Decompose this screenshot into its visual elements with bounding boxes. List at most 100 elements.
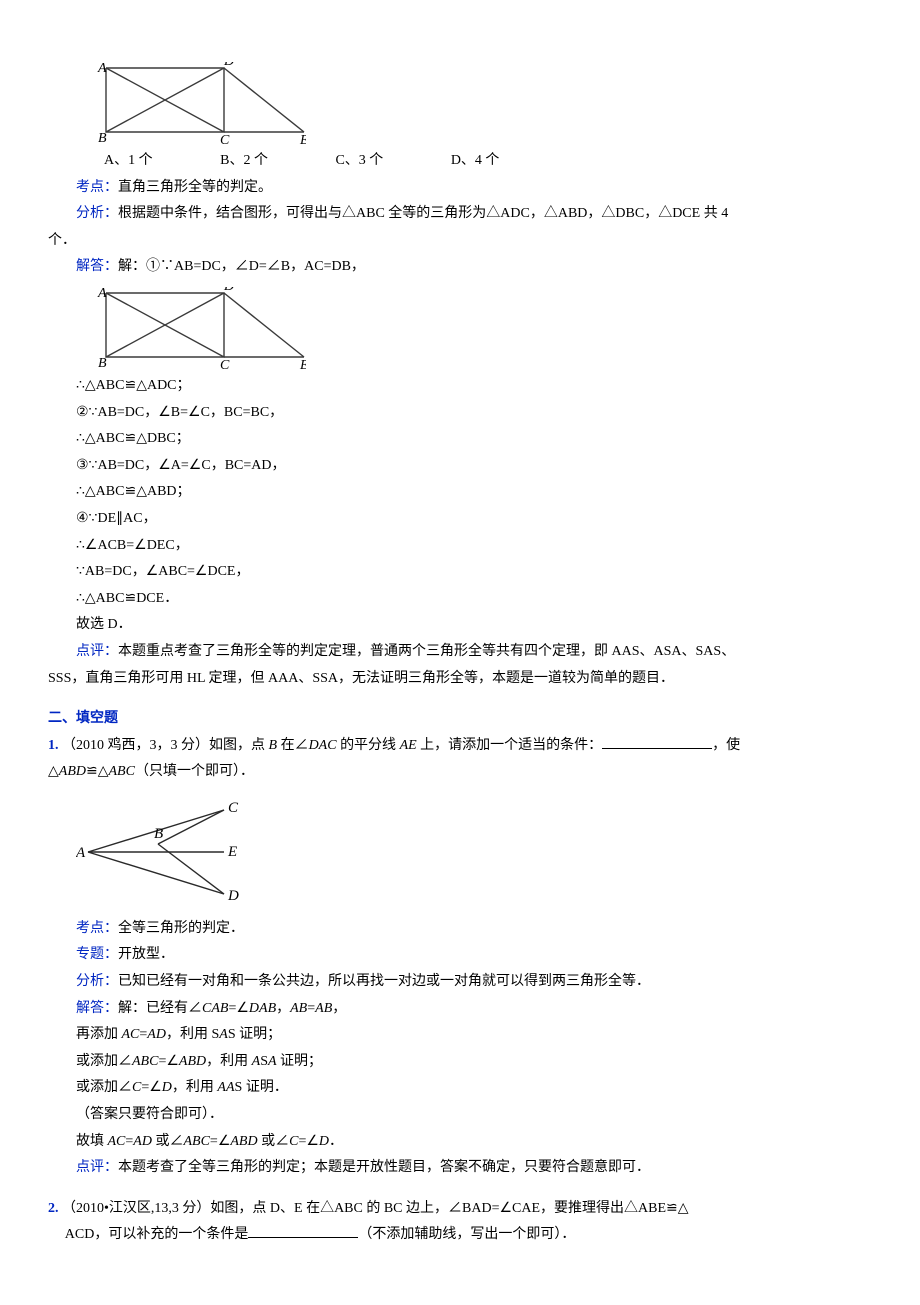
q1-eq1: =∠ [228, 1001, 248, 1016]
q1-l4: （答案只要符合即可）． [48, 1102, 872, 1129]
q2-l2a: ACD，可以补充的一个条件是 [65, 1227, 249, 1242]
q1-ABD2: ABD [179, 1054, 206, 1069]
q1-DAC: DAC [309, 738, 337, 753]
q1-D2: D [319, 1134, 329, 1149]
figure1b-label-C: C [220, 358, 230, 369]
mc-options: A、1 个 B、2 个 C、3 个 D、4 个 [48, 148, 872, 175]
q1-l1c: 的平分线 [337, 738, 400, 753]
q1-l2d: 证明； [277, 1054, 323, 1069]
q1-l2eq: =∠ [158, 1054, 178, 1069]
q1-ABC2: ABC [132, 1054, 158, 1069]
q1-AC: AC [122, 1027, 140, 1042]
figure2-label-B: B [154, 826, 163, 842]
q1-DAB: DAB [249, 1001, 276, 1016]
q1-C: C [132, 1080, 141, 1095]
kaodian-1: 考点：直角三角形全等的判定。 [48, 175, 872, 202]
q1-l1b: ，利用 S [166, 1027, 219, 1042]
q1-l1a: 再添加 [76, 1027, 122, 1042]
q1-CAB: CAB [202, 1001, 228, 1016]
proof-l10: 故选 D． [48, 612, 872, 639]
q1-l3a: 或添加∠ [76, 1080, 132, 1095]
q1-AD2: AD [133, 1134, 152, 1149]
fenxi-1-tail: 个． [48, 228, 872, 255]
q1-A1: A [219, 1027, 228, 1042]
option-a: A、1 个 [76, 148, 153, 175]
q1-AD: AD [147, 1027, 166, 1042]
q1-l3b: ，利用 [172, 1080, 218, 1095]
q1-AB1: AB [290, 1001, 307, 1016]
figure2-label-E: E [227, 844, 237, 860]
q1-dianping: 点评：本题考查了全等三角形的判定；本题是开放性题目，答案不确定，只要符合题意即可… [48, 1155, 872, 1182]
option-b: B、2 个 [192, 148, 268, 175]
q1-l5: 故填 AC=AD 或∠ABC=∠ABD 或∠C=∠D． [48, 1129, 872, 1156]
q1-l1d: 上，请添加一个适当的条件： [417, 738, 603, 753]
q1-eqab: = [307, 1001, 315, 1016]
q1-blank[interactable] [602, 734, 712, 749]
proof-l9: ∴△ABC≌DCE． [48, 586, 872, 613]
q1-l2c: S [260, 1054, 268, 1069]
proof-l7: ∴∠ACB=∠DEC， [48, 533, 872, 560]
q1-AE: AE [400, 738, 417, 753]
q1-kaodian-label: 考点： [76, 921, 118, 936]
q1-l2a: △ [48, 764, 59, 779]
figure1-label-D: D [223, 62, 234, 69]
q1-kaodian-text: 全等三角形的判定． [118, 921, 244, 936]
q1-or2: 或∠ [258, 1134, 290, 1149]
figure1b-label-D: D [223, 287, 234, 294]
proof-l5: ∴△ABC≌△ABD； [48, 479, 872, 506]
geometry-figure-2: A B C E D [76, 792, 256, 912]
q1-l3: 或添加∠C=∠D，利用 AAS 证明． [48, 1075, 872, 1102]
kaodian-label: 考点： [76, 180, 118, 195]
q1-l2a: 或添加∠ [76, 1054, 132, 1069]
q1-A2: A [252, 1054, 261, 1069]
q1-dianping-text: 本题考查了全等三角形的判定；本题是开放性题目，答案不确定，只要符合题意即可． [118, 1160, 650, 1175]
q2-line2: ACD，可以补充的一个条件是 （不添加辅助线，写出一个即可）． [48, 1222, 872, 1249]
proof-l3: ∴△ABC≌△DBC； [48, 426, 872, 453]
q1-ABD: ABD [59, 764, 86, 779]
q1-l1c: S 证明； [228, 1027, 281, 1042]
q1-dianping-label: 点评： [76, 1160, 118, 1175]
figure1b-label-E: E [299, 358, 306, 369]
q1-ABC: ABC [109, 764, 135, 779]
q1-cong: ≌△ [86, 764, 109, 779]
q1-l5eq2: =∠ [210, 1134, 230, 1149]
q1-line1: 1. （2010 鸡西，3，3 分）如图，点 B 在∠DAC 的平分线 AE 上… [48, 733, 872, 760]
q1-l5a: 故填 [76, 1134, 108, 1149]
fenxi-label: 分析： [76, 206, 118, 221]
jieda-1: 解答：解：①∵AB=DC，∠D=∠B，AC=DB， [48, 254, 872, 281]
q1-l3c: S 证明． [235, 1080, 288, 1095]
geometry-figure-1b: A D B C E [96, 287, 306, 369]
figure1b-label-B: B [98, 356, 107, 369]
q1-A3: A [268, 1054, 277, 1069]
q1-A5: A [226, 1080, 235, 1095]
q1-A4: A [217, 1080, 226, 1095]
proof-l6: ④∵DE∥AC， [48, 506, 872, 533]
kaodian-text: 直角三角形全等的判定。 [118, 180, 272, 195]
q1-zhuanti-label: 专题： [76, 947, 118, 962]
proof-l1: ∴△ABC≌△ADC； [48, 373, 872, 400]
jieda-text: 解：①∵AB=DC，∠D=∠B，AC=DB， [118, 259, 365, 274]
q1-kaodian: 考点：全等三角形的判定． [48, 916, 872, 943]
q1-l3eq: =∠ [141, 1080, 161, 1095]
q1-l2b: ，利用 [206, 1054, 252, 1069]
q1-D: D [162, 1080, 172, 1095]
dianping-text: 本题重点考查了三角形全等的判定定理，普通两个三角形全等共有四个定理，即 AAS、… [118, 644, 735, 659]
q1-ABD3: ABD [230, 1134, 257, 1149]
q1-l1a: （2010 鸡西，3，3 分）如图，点 [62, 738, 269, 753]
q2-l2b: （不添加辅助线，写出一个即可）． [358, 1227, 575, 1242]
dianping-1-l1: 点评：本题重点考查了三角形全等的判定定理，普通两个三角形全等共有四个定理，即 A… [48, 639, 872, 666]
figure2-label-A: A [76, 845, 86, 861]
q1-zhuanti: 专题：开放型． [48, 942, 872, 969]
q2-blank[interactable] [248, 1223, 358, 1238]
q1-comma1: ， [276, 1001, 290, 1016]
q1-l5end: ． [329, 1134, 343, 1149]
q1-fenxi-text: 已知已经有一对角和一条公共边，所以再找一对边或一对角就可以得到两三角形全等． [118, 974, 650, 989]
q1-fenxi-label: 分析： [76, 974, 118, 989]
geometry-figure-1: A D B C E [96, 62, 306, 144]
figure1-label-E: E [299, 133, 306, 144]
q1-tail: ， [332, 1001, 346, 1016]
q1-line2: △ABD≌△ABC（只填一个即可）． [48, 759, 872, 786]
q1-l5eq3: =∠ [298, 1134, 318, 1149]
option-d: D、4 个 [423, 148, 500, 175]
q1-l2b: （只填一个即可）． [135, 764, 254, 779]
